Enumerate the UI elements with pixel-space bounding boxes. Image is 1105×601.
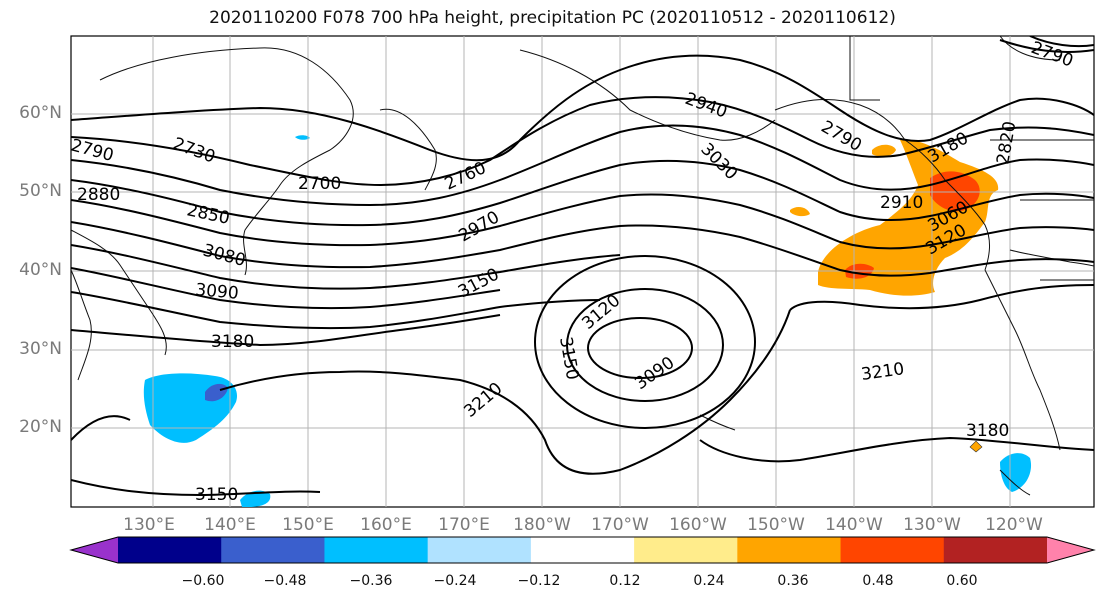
- contour-label: 2700: [298, 174, 341, 194]
- lon-label: 160°W: [669, 515, 727, 535]
- precip-blue-area-sw: [240, 490, 271, 507]
- lon-label: 140°E: [204, 515, 256, 535]
- lon-label: 120°W: [985, 515, 1043, 535]
- contour-label: 3150: [195, 485, 238, 505]
- colorbar-tick-label: −0.60: [181, 573, 225, 589]
- precip-blue-area-se: [1000, 453, 1032, 492]
- contour-label: 3180: [966, 421, 1009, 441]
- contour-label: 2910: [880, 193, 923, 213]
- lat-label: 60°N: [19, 103, 62, 123]
- lat-label: 50°N: [19, 181, 62, 201]
- lon-label: 140°W: [825, 515, 883, 535]
- precip-dark-blue-area: [205, 383, 228, 402]
- map-title: 2020110200 F078 700 hPa height, precipit…: [209, 8, 896, 28]
- precip-orange-spot-north: [872, 144, 896, 157]
- lon-label: 180°W: [513, 515, 571, 535]
- lat-label: 20°N: [19, 417, 62, 437]
- colorbar-tick-label: −0.48: [263, 573, 307, 589]
- contour-label: 3090: [195, 280, 240, 304]
- colorbar-tick-label: −0.24: [433, 573, 477, 589]
- lon-label: 130°E: [123, 515, 175, 535]
- colorbar-tick-label: −0.12: [517, 573, 561, 589]
- lat-label: 30°N: [19, 339, 62, 359]
- colorbar-tick-label: −0.36: [349, 573, 393, 589]
- contour-label: 3180: [211, 332, 254, 352]
- precip-orange-dot: [969, 440, 983, 453]
- colorbar-tick-label: 0.12: [609, 573, 641, 589]
- lon-label: 150°W: [747, 515, 805, 535]
- height-contours: [71, 36, 1094, 497]
- lon-label: 130°W: [903, 515, 961, 535]
- precip-orange-spot-west: [790, 207, 810, 217]
- colorbar-tick-label: 0.36: [777, 573, 809, 589]
- colorbar-tick-label: 0.48: [862, 573, 894, 589]
- lon-label: 150°E: [282, 515, 334, 535]
- lon-label: 170°E: [438, 515, 490, 535]
- lon-label: 160°E: [360, 515, 412, 535]
- lat-label: 40°N: [19, 260, 62, 280]
- colorbar-tick-label: 0.60: [946, 573, 978, 589]
- colorbar-tick-label: 0.24: [693, 573, 725, 589]
- precip-blue-spot-north: [295, 135, 310, 140]
- lon-label: 170°W: [591, 515, 649, 535]
- contour-label: 2880: [77, 185, 120, 205]
